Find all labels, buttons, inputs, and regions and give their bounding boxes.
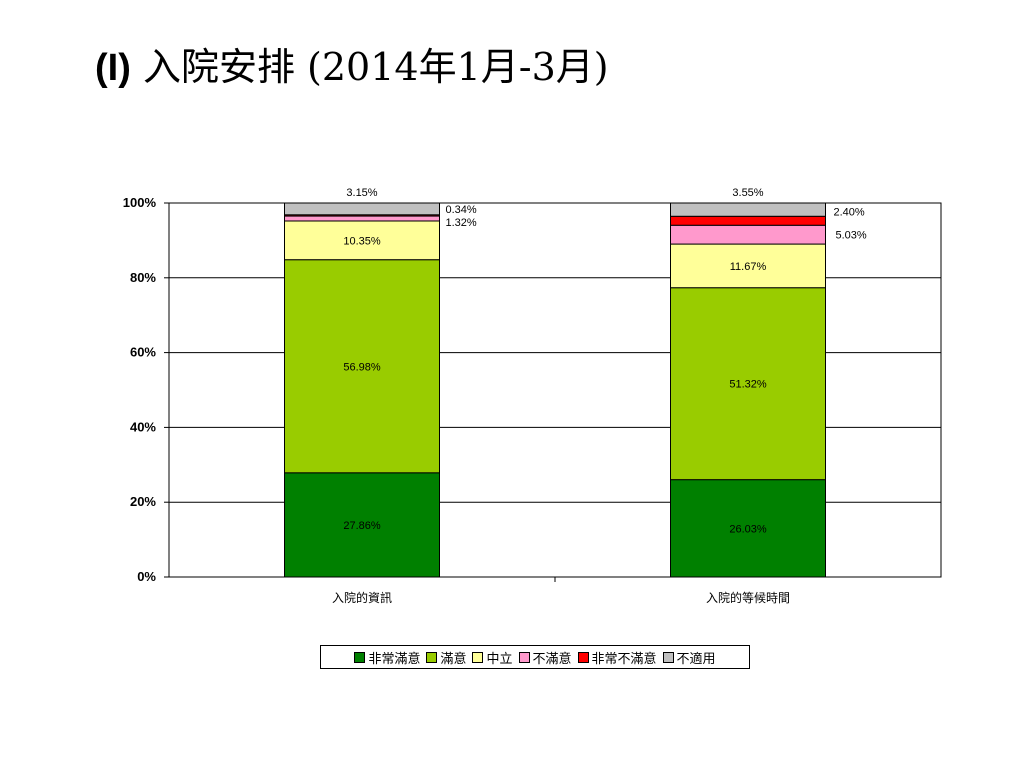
bar-segment [670, 224, 826, 245]
legend-item: 滿意 [426, 648, 466, 667]
legend-label: 非常不滿意 [591, 651, 657, 667]
y-tick-label: 100% [123, 195, 157, 210]
stacked-bar-chart: 0% 20% 40% 60% 80% 100% 27.86% 56.98% 10.35% 1.32… [123, 187, 942, 605]
legend-label: 滿意 [440, 651, 467, 667]
data-label: 2.40% [834, 206, 865, 218]
data-label: 0.34% [446, 204, 477, 216]
bar-segment [670, 287, 826, 481]
legend-label: 非常滿意 [368, 651, 421, 667]
page-title: (I) 入院安排 (2014年1月-3月) [95, 36, 609, 91]
bar-segment [670, 215, 826, 226]
bar-segment [670, 243, 826, 289]
legend-item: 不滿意 [518, 648, 572, 667]
title-prefix: (I) [95, 47, 131, 89]
data-label: 56.98% [343, 361, 381, 373]
legend-swatch [518, 651, 530, 663]
category-label: 入院的資訊 [332, 590, 392, 605]
y-tick-label: 80% [130, 270, 156, 285]
bar-segment [284, 259, 440, 474]
legend-label: 中立 [486, 651, 513, 667]
title-main: 入院安排 (2014年1月-3月) [142, 45, 609, 89]
legend-item: 非常不滿意 [577, 648, 657, 667]
y-tick-label: 40% [130, 419, 156, 434]
bar-segment [284, 215, 440, 222]
legend-swatch [354, 651, 366, 663]
bar-segment [284, 220, 440, 261]
data-label: 3.55% [732, 187, 763, 199]
legend-swatch [472, 651, 484, 663]
y-tick-label: 20% [130, 494, 156, 509]
y-tick-label: 0% [137, 569, 156, 584]
data-label: 27.86% [343, 520, 381, 532]
data-label: 3.15% [346, 187, 377, 199]
legend-item: 不適用 [662, 648, 716, 667]
data-label: 51.32% [729, 379, 767, 391]
bar-segment [284, 202, 440, 216]
data-label: 11.67% [730, 261, 767, 273]
y-tick-label: 60% [130, 345, 156, 360]
legend-item: 非常滿意 [354, 648, 420, 667]
bar-segment [284, 472, 440, 578]
bar-segment [670, 202, 826, 217]
legend-swatch [577, 651, 589, 663]
category-label: 入院的等候時間 [706, 590, 790, 605]
data-label: 26.03% [729, 523, 767, 535]
legend-swatch [426, 651, 438, 663]
legend-label: 不滿意 [532, 651, 572, 667]
legend-swatch [662, 651, 674, 663]
bar-segment [670, 479, 826, 578]
data-label: 1.32% [446, 217, 477, 229]
legend-item: 中立 [472, 648, 513, 667]
legend-label: 不適用 [676, 651, 716, 667]
data-label: 10.35% [343, 235, 381, 247]
data-label: 5.03% [836, 230, 867, 242]
chart-legend: 非常滿意 滿意 中立 不滿意 非常不滿意 不適用 [320, 645, 750, 669]
